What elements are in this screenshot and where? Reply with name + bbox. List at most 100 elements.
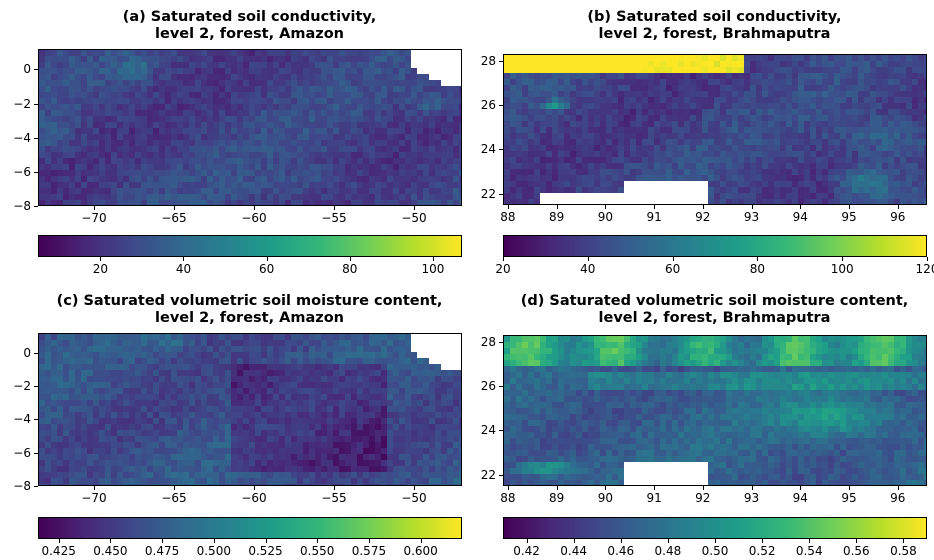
heatmap-cell [123, 50, 130, 57]
heatmap-cell [459, 352, 461, 359]
heatmap-cell [303, 412, 310, 419]
heatmap-cell [279, 194, 286, 201]
heatmap-cell [153, 122, 160, 129]
heatmap-cell [447, 340, 454, 347]
heatmap-cell [99, 424, 106, 431]
heatmap-cell [51, 370, 58, 377]
heatmap-cell [63, 170, 70, 177]
heatmap-cell [201, 388, 208, 395]
heatmap-cell [399, 110, 406, 117]
heatmap-cell [888, 139, 895, 146]
heatmap-cell [594, 103, 601, 110]
heatmap-cell [273, 104, 280, 111]
heatmap-cell [87, 382, 94, 389]
heatmap-cell [510, 73, 517, 80]
heatmap-cell [225, 182, 232, 189]
heatmap-cell [828, 85, 835, 92]
heatmap-cell [165, 164, 172, 171]
heatmap-cell [864, 55, 871, 62]
heatmap-cell [243, 436, 250, 443]
heatmap-cell [63, 418, 70, 425]
heatmap-cell [321, 80, 328, 87]
heatmap-cell [75, 376, 82, 383]
heatmap-cell [339, 200, 346, 205]
heatmap-cell [756, 187, 763, 194]
heatmap-cell [441, 146, 448, 153]
heatmap-cell [612, 115, 619, 122]
heatmap-cell [738, 199, 745, 204]
heatmap-cell [435, 340, 442, 347]
heatmap-cell [528, 151, 535, 158]
heatmap-cell [321, 92, 328, 99]
heatmap-cell [780, 85, 787, 92]
heatmap-cell [417, 418, 424, 425]
heatmap-cell [255, 146, 262, 153]
heatmap-cell [363, 194, 370, 201]
heatmap-cell [744, 61, 751, 68]
heatmap-cell [333, 442, 340, 449]
heatmap-cell [231, 110, 238, 117]
heatmap-cell [273, 146, 280, 153]
heatmap-cell [888, 151, 895, 158]
heatmap-cell [129, 146, 136, 153]
heatmap-cell [291, 194, 298, 201]
heatmap-cell [642, 127, 649, 134]
heatmap-cell [351, 104, 358, 111]
heatmap-cell [768, 97, 775, 104]
heatmap-cell [387, 98, 394, 105]
heatmap-cell [648, 133, 655, 140]
heatmap-cell [57, 442, 64, 449]
heatmap-cell [375, 68, 382, 75]
heatmap-cell [231, 176, 238, 183]
heatmap-cell [447, 382, 454, 389]
heatmap-cell [45, 200, 52, 205]
heatmap-cell [249, 394, 256, 401]
heatmap-cell [417, 158, 424, 165]
heatmap-cell [534, 175, 541, 182]
heatmap-cell [756, 199, 763, 204]
heatmap-cell [405, 358, 412, 365]
heatmap-cell [207, 164, 214, 171]
heatmap-cell [99, 152, 106, 159]
heatmap-cell [135, 164, 142, 171]
heatmap-cell [858, 133, 865, 140]
heatmap-cell [528, 133, 535, 140]
heatmap-cell [399, 406, 406, 413]
heatmap-cell [123, 364, 130, 371]
heatmap-cell [189, 176, 196, 183]
heatmap-cell [117, 436, 124, 443]
heatmap-cell [291, 200, 298, 205]
heatmap-cell [213, 176, 220, 183]
heatmap-cell [303, 200, 310, 205]
heatmap-cell [39, 164, 46, 171]
heatmap-cell [369, 62, 376, 69]
heatmap-cell [57, 116, 64, 123]
heatmap-cell [51, 86, 58, 93]
heatmap-cell [267, 200, 274, 205]
heatmap-cell [696, 97, 703, 104]
heatmap-cell [858, 175, 865, 182]
heatmap-cell [441, 418, 448, 425]
heatmap-cell [381, 346, 388, 353]
heatmap-cell [135, 418, 142, 425]
heatmap-cell [828, 73, 835, 80]
heatmap-cell [159, 364, 166, 371]
heatmap-cell [261, 364, 268, 371]
heatmap-cell [159, 358, 166, 365]
heatmap-cell [363, 164, 370, 171]
heatmap-cell [762, 145, 769, 152]
heatmap-cell [798, 115, 805, 122]
heatmap-cell [279, 424, 286, 431]
heatmap-cell [804, 61, 811, 68]
heatmap-cell [648, 121, 655, 128]
heatmap-cell [183, 122, 190, 129]
heatmap-cell [213, 382, 220, 389]
heatmap-cell [219, 388, 226, 395]
heatmap-cell [828, 109, 835, 116]
heatmap-cell [339, 406, 346, 413]
heatmap-cell [441, 62, 448, 69]
heatmap-cell [876, 139, 883, 146]
heatmap-cell [231, 424, 238, 431]
heatmap-cell [273, 400, 280, 407]
heatmap-cell [249, 128, 256, 135]
